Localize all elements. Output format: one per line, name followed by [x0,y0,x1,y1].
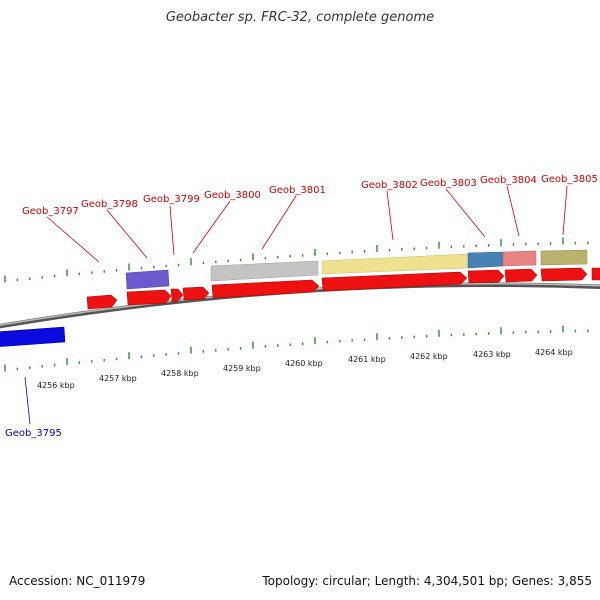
feature-block-steelblue [467,251,504,269]
gene-label-geob-3799: Geob_3799 [143,194,200,205]
accession-text: Accession: NC_011979 [9,574,146,588]
callout-line [386,190,394,241]
scale-label: 4264 kbp [535,348,573,357]
cds-arrow [467,269,505,284]
gene-label-geob-3802: Geob_3802 [361,180,418,191]
gene-label-geob-3797: Geob_3797 [22,206,79,217]
scale-label: 4256 kbp [37,381,75,390]
feature-blocks [125,249,588,290]
scale-label: 4257 kbp [99,374,137,383]
scale-labels: 4256 kbp 4257 kbp 4258 kbp 4259 kbp 4260… [37,348,573,390]
callout-line [192,200,231,254]
gene-label-geob-3805: Geob_3805 [541,174,598,185]
gene-label-geob-3803: Geob_3803 [420,178,477,189]
feature-block-pink [502,250,537,267]
scale-label: 4258 kbp [161,369,199,378]
cds-arrow [591,267,600,281]
callout-line [169,205,175,256]
feature-block-olive [540,249,588,266]
callout-line [562,185,568,236]
callout-line [445,188,486,238]
genome-title: Geobacter sp. FRC-32, complete genome [165,10,435,25]
feature-block-purple [125,269,170,290]
gene-label-geob-3804: Geob_3804 [480,175,537,186]
feature-block-yellow [321,253,468,275]
cds-arrows [86,267,600,310]
inner-tick-track [4,325,589,372]
cds-arrow [126,289,172,306]
callout-line [506,185,520,237]
cds-arrow [504,268,538,283]
callout-line [106,209,148,259]
scale-label: 4261 kbp [348,355,386,364]
scale-label: 4263 kbp [473,350,511,359]
genome-summary-text: Topology: circular; Length: 4,304,501 bp… [262,574,592,588]
callout-line [46,216,100,263]
gene-label-geob-3798: Geob_3798 [81,199,138,210]
callout-line [261,195,297,250]
feature-block-gray [210,260,319,282]
cds-arrow [86,294,118,310]
forward-callouts [46,185,568,263]
cds-arrow [182,286,210,301]
scale-label: 4262 kbp [410,352,448,361]
reverse-gene-block [0,326,66,347]
scale-label: 4259 kbp [223,364,261,373]
gene-labels: Geob_3797 Geob_3798 Geob_3799 Geob_3800 … [5,174,598,439]
cds-arrow [211,279,320,299]
gene-label-geob-3800: Geob_3800 [204,190,261,201]
cds-arrow [540,267,588,282]
scale-label: 4260 kbp [285,359,323,368]
gene-label-geob-3795: Geob_3795 [5,428,62,439]
cds-arrow [321,271,468,292]
callout-line-reverse [24,376,31,425]
gene-label-geob-3801: Geob_3801 [269,185,326,196]
cds-arrow [170,288,184,303]
outer-tick-track [4,237,589,283]
